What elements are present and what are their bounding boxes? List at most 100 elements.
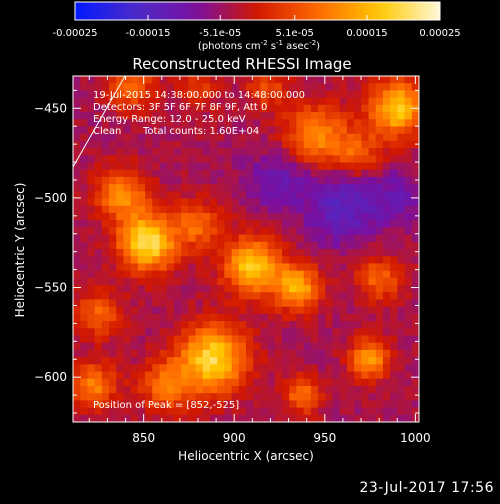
heatmap-cell: [130, 277, 139, 286]
heatmap-cell: [332, 227, 341, 235]
heatmap-cell: [397, 371, 405, 380]
heatmap-cell: [87, 112, 96, 120]
heatmap-cell: [361, 249, 369, 257]
heatmap-cell: [332, 313, 341, 322]
heatmap-cell: [303, 184, 312, 192]
heatmap-cell: [195, 227, 204, 235]
heatmap-cell: [274, 349, 283, 358]
heatmap-cell: [390, 364, 398, 372]
heatmap-cell: [152, 335, 160, 344]
heatmap-cell: [145, 184, 153, 192]
heatmap-cell: [282, 112, 290, 120]
heatmap-cell: [361, 241, 369, 250]
heatmap-cell: [80, 76, 88, 84]
heatmap-cell: [224, 414, 232, 423]
heatmap-cell: [152, 112, 160, 120]
heatmap-cell: [202, 104, 211, 113]
heatmap-cell: [289, 256, 297, 264]
heatmap-cell: [368, 155, 377, 163]
heatmap-cell: [289, 371, 297, 380]
heatmap-cell: [152, 148, 160, 156]
heatmap-cell: [209, 335, 218, 344]
heatmap-cell: [267, 378, 276, 387]
heatmap-cell: [224, 191, 232, 199]
heatmap-cell: [310, 112, 319, 120]
heatmap-cell: [382, 277, 391, 286]
heatmap-cell: [354, 306, 362, 315]
heatmap-cell: [188, 400, 196, 408]
heatmap-cell: [282, 162, 290, 171]
x-tick-label: 900: [223, 431, 246, 445]
heatmap-cell: [368, 335, 377, 344]
heatmap-cell: [224, 227, 232, 235]
heatmap-cell: [217, 97, 225, 106]
heatmap-cell: [195, 90, 204, 99]
heatmap-cell: [94, 256, 103, 264]
heatmap-cell: [325, 371, 333, 380]
heatmap-cell: [181, 400, 189, 408]
heatmap-cell: [375, 241, 384, 250]
heatmap-cell: [289, 112, 297, 120]
heatmap-cell: [303, 148, 312, 156]
heatmap-cell: [80, 249, 88, 257]
heatmap-cell: [80, 241, 88, 250]
heatmap-cell: [217, 112, 225, 120]
heatmap-cell: [260, 140, 269, 149]
heatmap-cell: [354, 256, 362, 264]
heatmap-cell: [318, 321, 326, 329]
heatmap-cell: [289, 126, 297, 135]
heatmap-cell: [195, 364, 204, 372]
heatmap-cell: [224, 385, 232, 394]
heatmap-cell: [246, 299, 254, 308]
heatmap-cell: [382, 97, 391, 106]
heatmap-cell: [346, 234, 355, 243]
heatmap-cell: [73, 227, 81, 235]
heatmap-cell: [361, 133, 369, 142]
heatmap-cell: [224, 349, 232, 358]
heatmap-cell: [166, 104, 175, 113]
heatmap-cell: [109, 140, 117, 149]
heatmap-cell: [116, 162, 124, 171]
heatmap-cell: [375, 169, 384, 178]
heatmap-cell: [181, 220, 189, 228]
heatmap-cell: [296, 342, 305, 351]
heatmap-cell: [137, 299, 146, 308]
heatmap-cell: [274, 328, 283, 336]
heatmap-cell: [188, 104, 196, 113]
heatmap-cell: [116, 292, 124, 300]
heatmap-cell: [137, 256, 146, 264]
heatmap-cell: [404, 313, 413, 322]
heatmap-cell: [260, 342, 269, 351]
heatmap-cell: [332, 162, 341, 171]
heatmap-cell: [375, 263, 384, 272]
heatmap-cell: [123, 234, 132, 243]
heatmap-cell: [116, 155, 124, 163]
heatmap-cell: [159, 342, 168, 351]
heatmap-cell: [404, 76, 413, 84]
heatmap-cell: [332, 184, 341, 192]
heatmap-cell: [310, 205, 319, 214]
heatmap-cell: [130, 263, 139, 272]
heatmap-cell: [332, 270, 341, 279]
heatmap-cell: [159, 335, 168, 344]
y-tick-label: −450: [34, 101, 67, 115]
heatmap-cell: [231, 241, 240, 250]
heatmap-cell: [145, 292, 153, 300]
heatmap-cell: [173, 97, 182, 106]
heatmap-cell: [411, 162, 420, 171]
heatmap-cell: [173, 285, 182, 293]
heatmap-cell: [296, 299, 305, 308]
heatmap-cell: [375, 378, 384, 387]
heatmap-cell: [404, 97, 413, 106]
heatmap-cell: [282, 241, 290, 250]
heatmap-cell: [368, 321, 377, 329]
heatmap-cell: [260, 364, 269, 372]
heatmap-cell: [231, 155, 240, 163]
heatmap-cell: [195, 104, 204, 113]
heatmap-cell: [166, 328, 175, 336]
heatmap-cell: [231, 256, 240, 264]
heatmap-cell: [109, 184, 117, 192]
heatmap-cell: [253, 97, 261, 106]
heatmap-cell: [346, 385, 355, 394]
heatmap-cell: [101, 90, 110, 99]
